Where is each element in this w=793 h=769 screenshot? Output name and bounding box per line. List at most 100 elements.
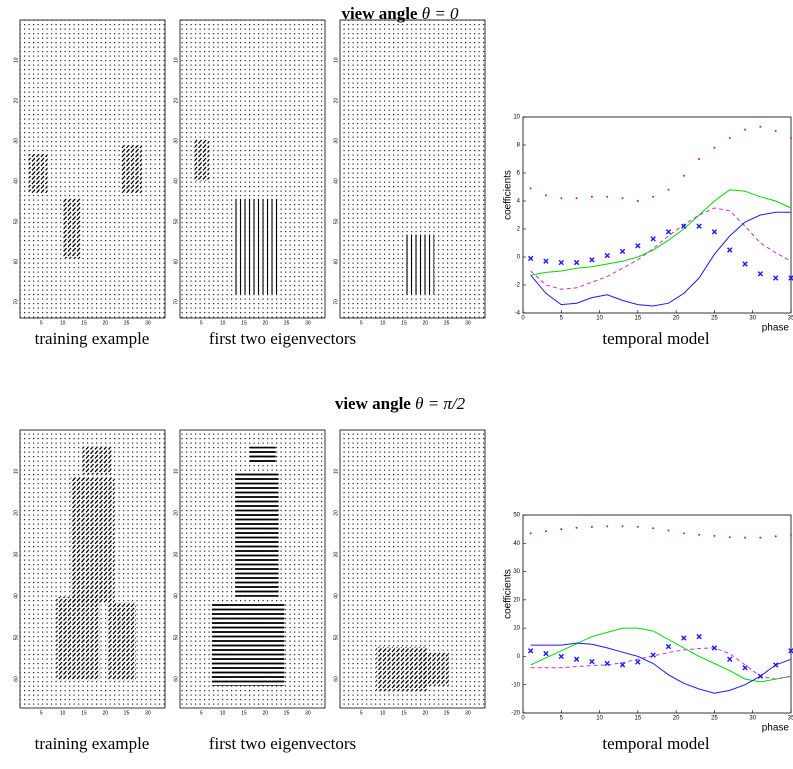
image-y-tick: 10 bbox=[173, 468, 179, 474]
cross-marker bbox=[590, 659, 594, 663]
y-tick-label: -20 bbox=[511, 711, 520, 717]
image-y-tick: 60 bbox=[13, 259, 19, 265]
image-y-tick: 20 bbox=[13, 510, 19, 516]
image-x-tick: 5 bbox=[200, 320, 203, 326]
image-x-tick: 30 bbox=[145, 710, 151, 716]
y-tick-label: 4 bbox=[517, 199, 521, 205]
flow-region bbox=[56, 597, 100, 680]
x-tick-label: 20 bbox=[673, 716, 680, 722]
image-y-tick: 30 bbox=[13, 138, 19, 144]
row-title: view angle θ = π/2 bbox=[335, 394, 466, 413]
cross-marker bbox=[620, 249, 624, 253]
y-axis-label: coefficients bbox=[503, 569, 514, 619]
image-x-tick: 30 bbox=[145, 320, 151, 326]
y-axis-label: coefficients bbox=[503, 170, 514, 220]
cross-marker bbox=[528, 649, 532, 653]
point bbox=[683, 532, 685, 534]
image-y-tick: 50 bbox=[13, 634, 19, 640]
point bbox=[560, 528, 562, 530]
flow-region bbox=[29, 154, 48, 193]
point bbox=[713, 147, 715, 149]
y-tick-label: 10 bbox=[513, 626, 520, 632]
x-tick-label: 35 bbox=[788, 716, 793, 722]
panel-caption: temporal model bbox=[602, 734, 709, 753]
figure: view angle θ = 0training examplefirst tw… bbox=[0, 0, 793, 769]
image-x-tick: 25 bbox=[444, 710, 450, 716]
cross-marker bbox=[682, 636, 686, 640]
image-x-tick: 20 bbox=[263, 320, 269, 326]
cross-marker bbox=[651, 237, 655, 241]
x-axis-label: phase bbox=[762, 723, 790, 734]
image-y-tick: 70 bbox=[333, 299, 339, 305]
flow-region bbox=[195, 139, 210, 181]
y-tick-label: 50 bbox=[513, 513, 520, 519]
image-y-tick: 40 bbox=[13, 593, 19, 599]
image-x-tick: 25 bbox=[284, 320, 290, 326]
point bbox=[698, 534, 700, 536]
point bbox=[667, 189, 669, 191]
cross-marker bbox=[605, 253, 609, 257]
image-y-tick: 60 bbox=[173, 676, 179, 682]
cross-marker bbox=[574, 657, 578, 661]
flow-region bbox=[212, 602, 285, 685]
cross-marker bbox=[528, 256, 532, 260]
image-y-tick: 30 bbox=[333, 551, 339, 557]
point bbox=[698, 158, 700, 160]
image-y-tick: 50 bbox=[333, 218, 339, 224]
title-math: θ = π/2 bbox=[415, 394, 466, 413]
panel-caption: first two eigenvectors bbox=[209, 329, 356, 348]
y-tick-label: 6 bbox=[517, 171, 521, 177]
image-y-tick: 50 bbox=[173, 634, 179, 640]
cross-marker bbox=[559, 654, 563, 658]
image-y-tick: 40 bbox=[173, 178, 179, 184]
image-y-tick: 50 bbox=[13, 218, 19, 224]
image-y-tick: 60 bbox=[13, 676, 19, 682]
cross-marker bbox=[758, 272, 762, 276]
image-y-tick: 40 bbox=[333, 593, 339, 599]
point bbox=[545, 194, 547, 196]
point bbox=[530, 187, 532, 189]
cross-marker bbox=[728, 657, 732, 661]
point bbox=[560, 197, 562, 199]
image-x-tick: 5 bbox=[40, 710, 43, 716]
image-x-tick: 20 bbox=[423, 320, 429, 326]
point bbox=[530, 532, 532, 534]
image-y-tick: 20 bbox=[173, 510, 179, 516]
y-tick-label: 0 bbox=[517, 255, 521, 261]
flow-region bbox=[235, 199, 279, 294]
point bbox=[667, 530, 669, 532]
point bbox=[790, 137, 792, 139]
flow-region bbox=[235, 472, 279, 597]
plot-frame bbox=[523, 515, 791, 713]
flow-region bbox=[122, 145, 142, 193]
image-y-tick: 40 bbox=[333, 178, 339, 184]
point bbox=[591, 196, 593, 198]
x-tick-label: 20 bbox=[673, 316, 680, 322]
plot-frame bbox=[523, 117, 791, 313]
cross-marker bbox=[697, 224, 701, 228]
point bbox=[622, 197, 624, 199]
image-y-tick: 20 bbox=[333, 510, 339, 516]
cross-marker bbox=[590, 258, 594, 262]
point bbox=[637, 200, 639, 202]
series-line bbox=[531, 212, 791, 306]
image-x-tick: 20 bbox=[263, 710, 269, 716]
cross-marker bbox=[636, 244, 640, 248]
image-x-tick: 30 bbox=[465, 320, 471, 326]
y-tick-label: 0 bbox=[517, 654, 521, 660]
point bbox=[790, 534, 792, 536]
image-y-tick: 60 bbox=[333, 259, 339, 265]
image-x-tick: 10 bbox=[60, 710, 66, 716]
flow-region bbox=[405, 235, 434, 295]
x-tick-label: 10 bbox=[596, 716, 603, 722]
point bbox=[729, 536, 731, 538]
image-y-tick: 30 bbox=[173, 138, 179, 144]
point bbox=[606, 525, 608, 527]
panel-caption: first two eigenvectors bbox=[209, 734, 356, 753]
image-x-tick: 10 bbox=[220, 710, 226, 716]
image-x-tick: 20 bbox=[103, 710, 109, 716]
image-y-tick: 30 bbox=[333, 138, 339, 144]
point bbox=[591, 526, 593, 528]
flow-region bbox=[250, 447, 276, 464]
image-x-tick: 20 bbox=[103, 320, 109, 326]
